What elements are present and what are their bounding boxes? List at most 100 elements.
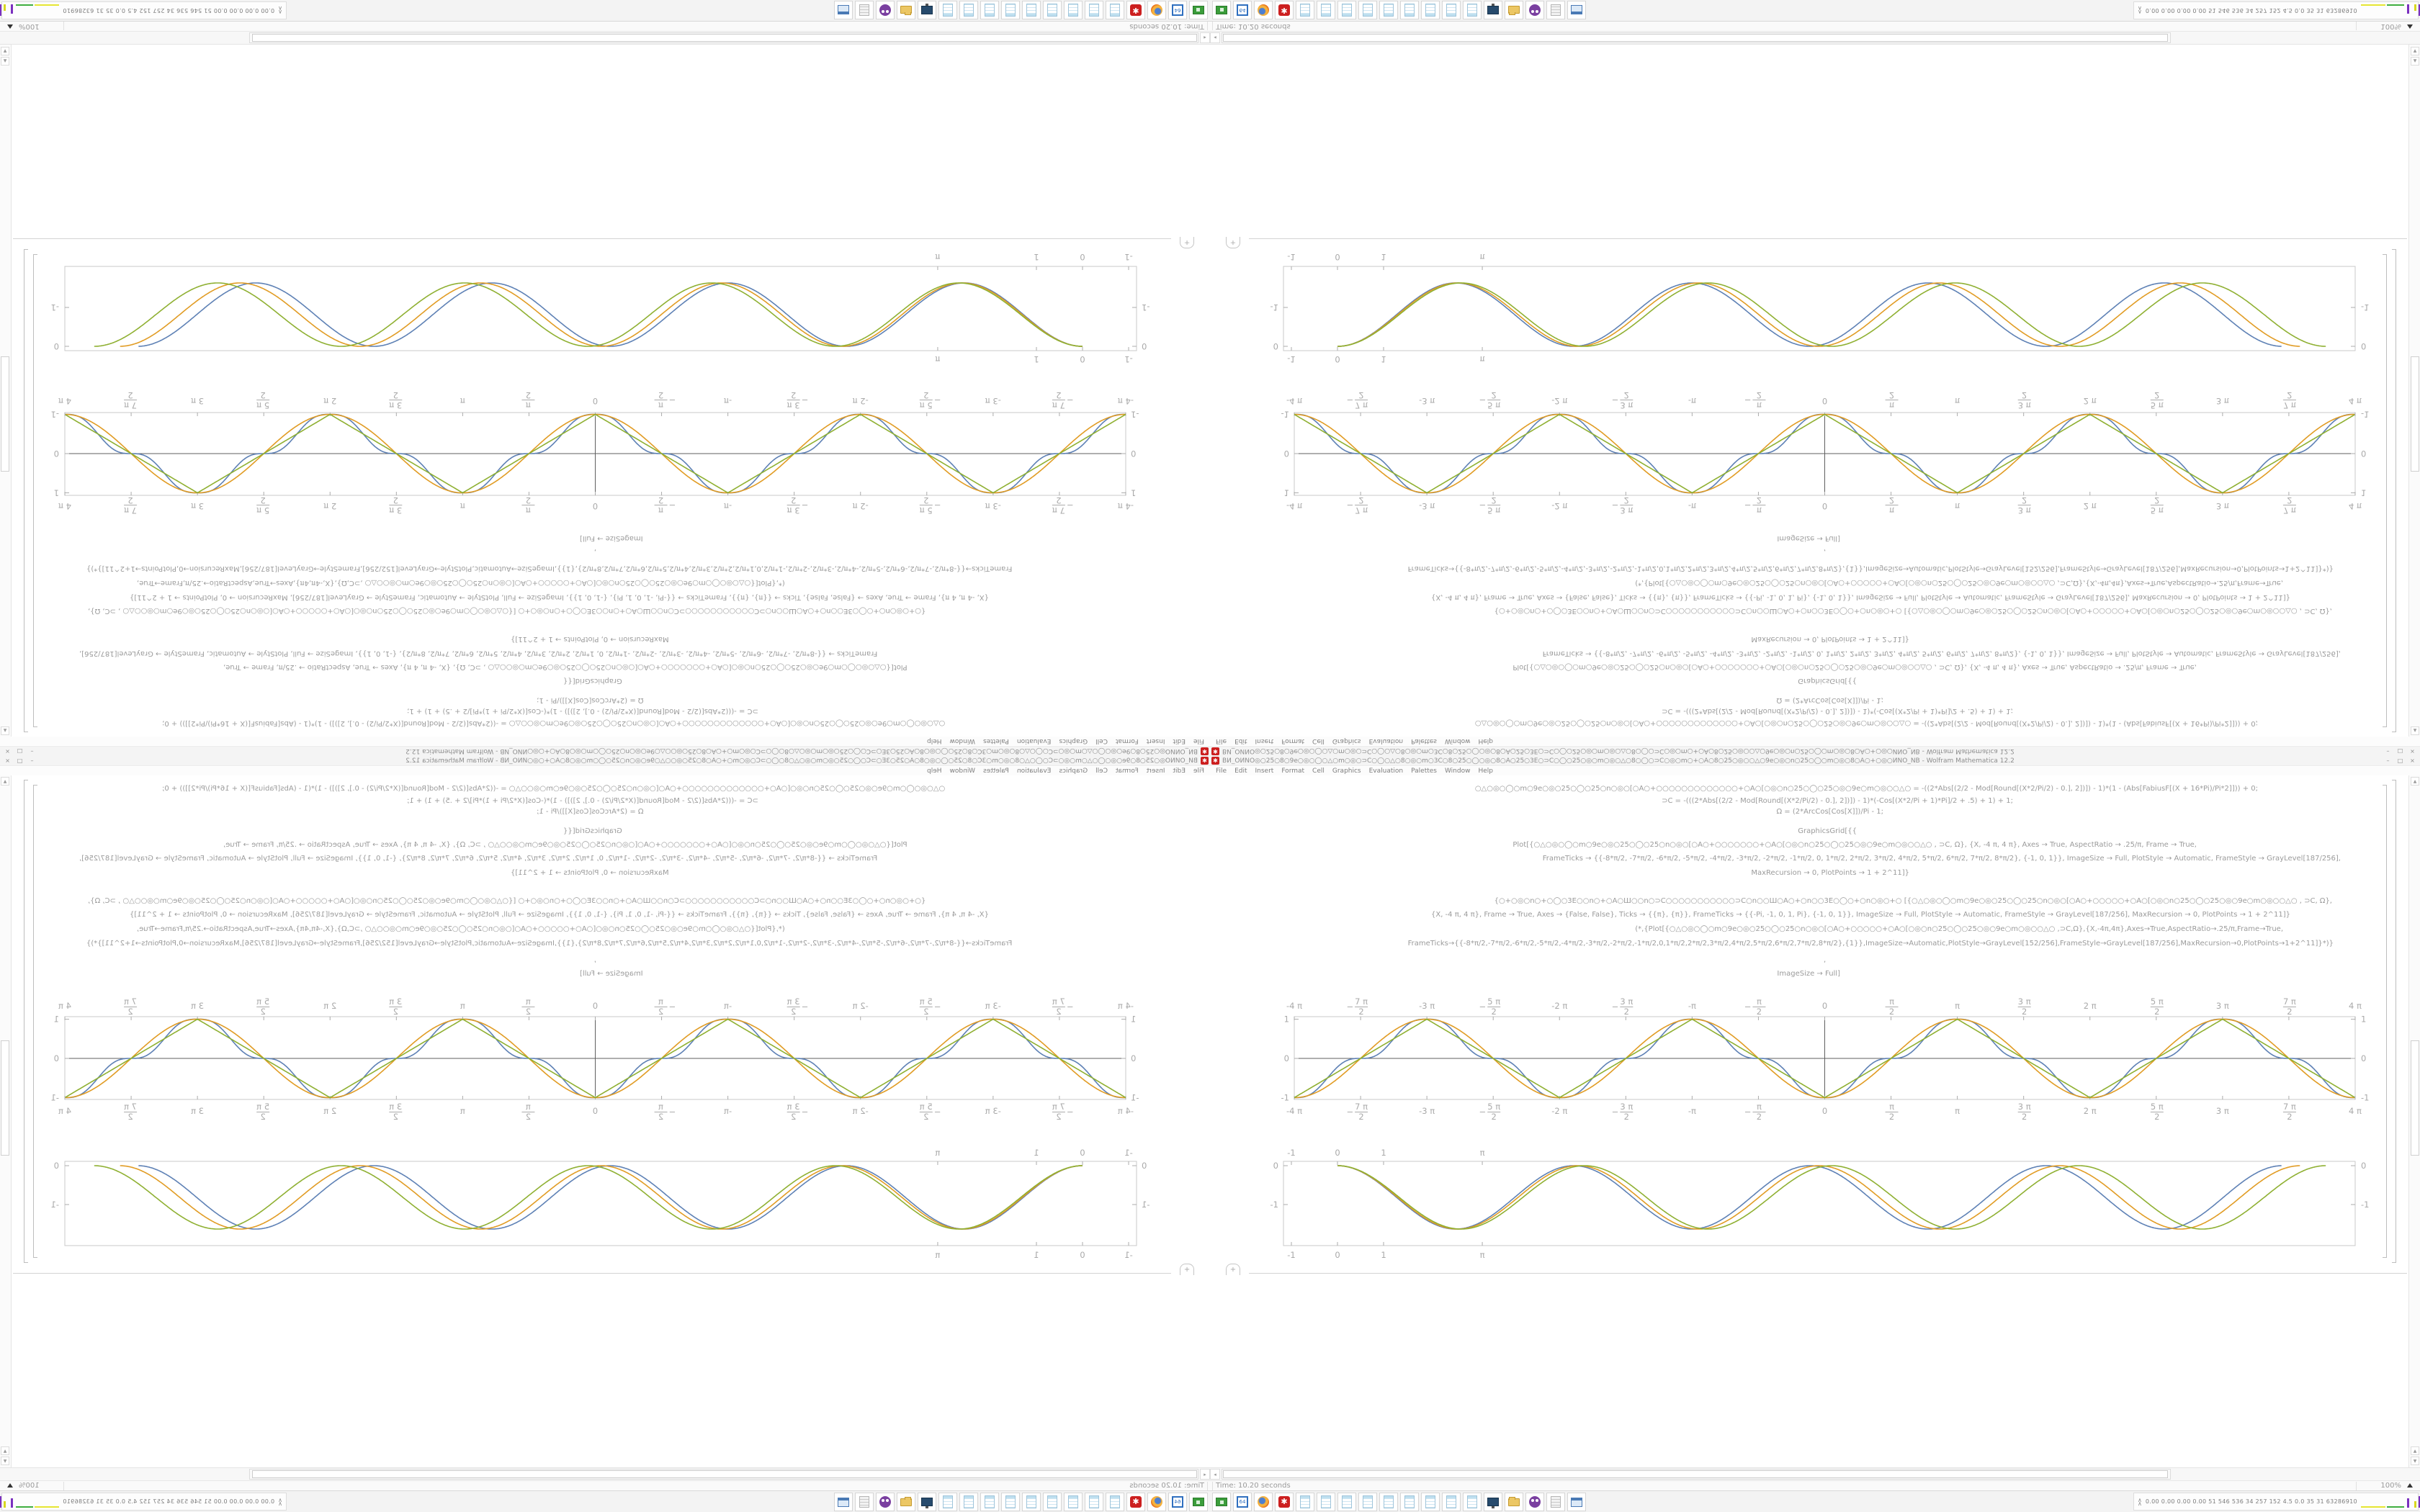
- menu-format[interactable]: Format: [1281, 737, 1305, 744]
- scroll-left-icon[interactable]: ◂: [1210, 32, 1220, 43]
- notebook-content[interactable]: ○△○◎○◯○m○9e○◎○25○◯○25○n○◎○[○A○+○○○○○○○○○…: [1210, 775, 2420, 1467]
- taskbar-firefox-icon[interactable]: [1147, 1493, 1166, 1511]
- code-line[interactable]: (*,{Plot[{○△○◎○◯○m○9e○◎○25○◯○25○n○◎○[○A○…: [1635, 579, 2283, 587]
- menu-help[interactable]: Help: [926, 768, 942, 775]
- horizontal-scroll-track[interactable]: [249, 1469, 1198, 1480]
- taskbar-notepad-icon[interactable]: [980, 1, 999, 19]
- taskbar-notepad-icon[interactable]: [938, 1493, 957, 1511]
- scroll-left-icon[interactable]: ◂: [1200, 32, 1210, 43]
- taskbar-notepad-icon[interactable]: [1317, 1, 1335, 19]
- plot-shifted-waves[interactable]: -1 -1 0 0 1 1 π π 0 0 -1 -1: [0, 1145, 1210, 1271]
- taskbar-notepad-icon[interactable]: [959, 1, 978, 19]
- taskbar-notepad-icon[interactable]: [1106, 1, 1124, 19]
- code-line[interactable]: {X, -4 π, 4 π}, Frame → True, Axes → {Fa…: [1430, 911, 2290, 919]
- taskbar-notepad-icon[interactable]: [1064, 1, 1083, 19]
- menu-insert[interactable]: Insert: [1255, 768, 1274, 775]
- menu-edit[interactable]: Edit: [1234, 737, 1247, 744]
- insert-cell-button[interactable]: +: [1226, 237, 1240, 248]
- scroll-left-icon[interactable]: ◂: [1210, 1469, 1220, 1480]
- taskbar-notepad-icon[interactable]: [1337, 1493, 1356, 1511]
- menu-cell[interactable]: Cell: [1312, 768, 1325, 775]
- vertical-scrollbar[interactable]: ▲ ▲ ▼: [2408, 775, 2420, 1467]
- vertical-scroll-thumb[interactable]: [2411, 356, 2419, 472]
- taskbar-notepad-icon[interactable]: [1064, 1493, 1083, 1511]
- taskbar-notepad-icon[interactable]: [1463, 1493, 1482, 1511]
- system-monitor-tray[interactable]: ∧ ∧ 0.00 0.00 0.00 0.00 51 546 536 34 257…: [0, 1, 287, 19]
- menu-insert[interactable]: Insert: [1255, 737, 1274, 744]
- zoom-menu-arrow-icon[interactable]: [7, 1483, 13, 1488]
- taskbar-notepad-icon[interactable]: [1421, 1, 1440, 19]
- code-line[interactable]: {○+○◎○n○+○◯○3E○○n○+○A○Ш○○n○⊃C○○○○○○○○○○○…: [1494, 897, 2332, 905]
- insert-cell-button[interactable]: +: [1180, 1264, 1194, 1275]
- plot-fabius-triangle-cos[interactable]: -4 π-4 π−−7 π27 π2-3 π-3 π−−5 π25 π2-2 π…: [1210, 990, 2420, 1134]
- horizontal-scroll-thumb[interactable]: [252, 1470, 1197, 1478]
- menu-evaluation[interactable]: Evaluation: [1368, 737, 1404, 744]
- taskbar-notepad-icon[interactable]: [1379, 1, 1398, 19]
- minimize-button[interactable]: –: [30, 748, 34, 755]
- vertical-scrollbar[interactable]: ▲ ▲ ▼: [2408, 45, 2420, 737]
- taskbar-notepad-icon[interactable]: [980, 1493, 999, 1511]
- horizontal-scrollbar[interactable]: ◂: [1210, 32, 2420, 45]
- plot-fabius-triangle-cos[interactable]: -4 π-4 π−−7 π27 π2-3 π-3 π−−5 π25 π2-2 π…: [0, 990, 1210, 1134]
- menu-palettes[interactable]: Palettes: [983, 737, 1009, 744]
- minimize-button[interactable]: –: [2386, 757, 2390, 764]
- code-line[interactable]: FrameTicks→{{-8*π/2,-7*π/2,-6*π/2,-5*π/2…: [86, 564, 1013, 572]
- code-line[interactable]: {X, -4 π, 4 π}, Frame → True, Axes → {Fa…: [130, 593, 990, 601]
- code-line[interactable]: FrameTicks → {{-8*π/2, -7*π/2, -6*π/2, -…: [79, 649, 878, 657]
- scroll-up-icon[interactable]: ▲: [1, 726, 9, 735]
- code-line[interactable]: ○△○◎○◯○m○9e○◎○25○◯○25○n○◎○[○A○+○○○○○○○○○…: [1474, 719, 2258, 727]
- taskbar-notepad-icon[interactable]: [1379, 1493, 1398, 1511]
- horizontal-scroll-thumb[interactable]: [1223, 34, 2168, 42]
- restore-button[interactable]: □: [2397, 757, 2403, 764]
- restore-button[interactable]: □: [2397, 748, 2403, 755]
- cell-bracket-outer[interactable]: [24, 249, 28, 732]
- title-bar[interactable]: ✱ BИ_ОИNО◎○25○8○9e○◎○◯○△○m○◎○⊃C○◯○△○8○◎○…: [0, 746, 1210, 756]
- menu-file[interactable]: File: [1193, 737, 1204, 744]
- taskbar-monitor-icon[interactable]: [918, 1, 936, 19]
- menu-file[interactable]: File: [1216, 737, 1227, 744]
- taskbar-notepad-icon[interactable]: [1463, 1, 1482, 19]
- code-line[interactable]: FrameTicks → {{-8*π/2, -7*π/2, -6*π/2, -…: [79, 855, 878, 863]
- taskbar-notepad-icon[interactable]: [1296, 1493, 1314, 1511]
- menu-edit[interactable]: Edit: [1234, 768, 1247, 775]
- notebook-content[interactable]: ○△○◎○◯○m○9e○◎○25○◯○25○n○◎○[○A○+○○○○○○○○○…: [0, 45, 1210, 737]
- zoom-menu-arrow-icon[interactable]: [7, 24, 13, 29]
- taskbar-notepad-icon[interactable]: [1337, 1, 1356, 19]
- code-line[interactable]: MaxRecursion → 0, PlotPoints → 1 + 2^11]…: [1751, 635, 1909, 643]
- code-line[interactable]: ImageSize → Full]: [1777, 970, 1840, 978]
- code-line[interactable]: ○△○◎○◯○m○9e○◎○25○◯○25○n○◎○[○A○+○○○○○○○○○…: [162, 719, 946, 727]
- original-quadrant-bottom-right[interactable]: ✱ BИ_ОИNО◎○25○8○9e○◎○◯○△○m○◎○⊃C○◯○△○8○◎○…: [1210, 756, 2420, 1512]
- taskbar-monitor-icon[interactable]: [1484, 1493, 1502, 1511]
- taskbar-floppy64-icon[interactable]: 64: [1168, 1493, 1187, 1511]
- code-line[interactable]: Plot[{○△○◎○◯○m○9e○◎○25○◯○25○n○◎○[○A○+○○○…: [1512, 663, 2197, 671]
- cell-bracket-inner[interactable]: [2383, 785, 2387, 1258]
- insert-cell-button[interactable]: +: [1226, 1264, 1240, 1275]
- taskbar-scroll-icon[interactable]: [1546, 1, 1565, 19]
- taskbar-notepad-icon[interactable]: [1085, 1, 1103, 19]
- code-line[interactable]: ⊃C = -(((2*Abs[(2/2 - Mod[Round[(X*2/Pi/…: [407, 797, 758, 805]
- taskbar-owl-icon[interactable]: [876, 1493, 895, 1511]
- taskbar-notepad-icon[interactable]: [1106, 1493, 1124, 1511]
- code-line[interactable]: MaxRecursion → 0, PlotPoints → 1 + 2^11]…: [511, 869, 669, 877]
- notebook-content[interactable]: ○△○◎○◯○m○9e○◎○25○◯○25○n○◎○[○A○+○○○○○○○○○…: [1210, 45, 2420, 737]
- code-line[interactable]: Ω = (2*ArcCos[Cos[X]])/Pi - 1;: [1776, 808, 1883, 816]
- taskbar-notepad-icon[interactable]: [938, 1, 957, 19]
- code-line[interactable]: FrameTicks → {{-8*π/2, -7*π/2, -6*π/2, -…: [1542, 855, 2341, 863]
- system-monitor-tray[interactable]: ∧ ∧ 0.00 0.00 0.00 0.00 51 546 536 34 257…: [2133, 1493, 2420, 1511]
- taskbar-floppy64-icon[interactable]: 64: [1233, 1493, 1252, 1511]
- minimize-button[interactable]: –: [2386, 748, 2390, 755]
- code-line[interactable]: {X, -4 π, 4 π}, Frame → True, Axes → {Fa…: [1430, 593, 2290, 601]
- zoom-menu-arrow-icon[interactable]: [2407, 24, 2413, 29]
- code-line[interactable]: FrameTicks→{{-8*π/2,-7*π/2,-6*π/2,-5*π/2…: [86, 940, 1013, 948]
- taskbar-window-icon[interactable]: [1567, 1493, 1586, 1511]
- taskbar-folder-icon[interactable]: [897, 1493, 915, 1511]
- taskbar-firefox-icon[interactable]: [1254, 1493, 1273, 1511]
- code-line[interactable]: (*,{Plot[{○△○◎○◯○m○9e○◎○25○◯○25○n○◎○[○A○…: [137, 579, 785, 587]
- taskbar-notepad-icon[interactable]: [1442, 1493, 1461, 1511]
- restore-button[interactable]: □: [17, 757, 23, 764]
- scroll-up2-icon[interactable]: ▲: [2411, 57, 2419, 66]
- cell-bracket-inner[interactable]: [33, 254, 37, 727]
- horizontal-scroll-thumb[interactable]: [1223, 1470, 2168, 1478]
- scroll-down-icon[interactable]: ▼: [2411, 1457, 2419, 1465]
- scroll-down-icon[interactable]: ▼: [1, 1457, 9, 1465]
